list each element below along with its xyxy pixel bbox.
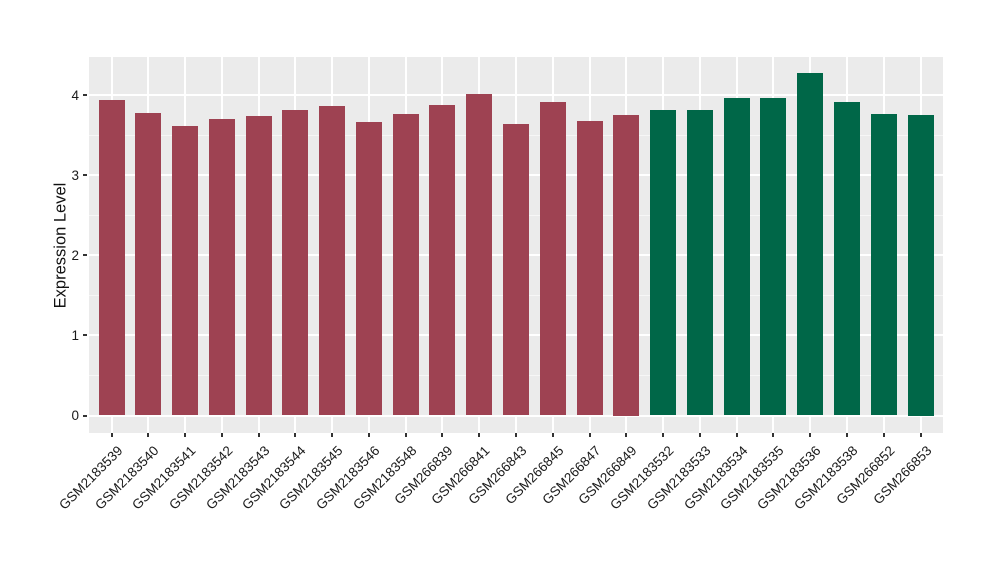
y-tick-mark <box>83 94 87 97</box>
x-tick-mark <box>735 433 738 437</box>
bar-GSM266845 <box>539 101 566 416</box>
plot-panel <box>89 57 943 433</box>
y-axis: 0 1 2 3 4 <box>0 57 89 433</box>
x-tick-mark <box>551 433 554 437</box>
bar-GSM2183546 <box>355 121 382 416</box>
bar-GSM266843 <box>503 123 529 416</box>
x-tick-mark <box>698 433 701 437</box>
x-tick-mark <box>588 433 591 437</box>
x-tick-mark <box>220 433 223 437</box>
x-tick-mark <box>478 433 481 437</box>
y-tick-label: 0 <box>71 408 79 423</box>
x-tick-mark <box>662 433 665 437</box>
bar-GSM266839 <box>429 104 456 416</box>
bar-GSM2183536 <box>797 73 824 416</box>
bar-GSM266852 <box>870 114 897 416</box>
bar-GSM266849 <box>613 115 640 416</box>
x-tick-mark <box>772 433 775 437</box>
y-tick-mark <box>83 174 87 177</box>
bar-GSM266847 <box>576 120 603 416</box>
bar-GSM2183545 <box>319 106 346 416</box>
y-tick-mark <box>83 414 87 417</box>
bar-GSM2183542 <box>208 119 235 416</box>
x-tick-mark <box>515 433 517 437</box>
bar-GSM2183543 <box>245 115 272 416</box>
x-tick-mark <box>147 433 150 437</box>
x-tick-mark <box>441 433 444 437</box>
x-tick-mark <box>809 433 812 437</box>
x-tick-mark <box>257 433 260 437</box>
x-tick-mark <box>184 433 187 437</box>
y-tick-mark <box>83 254 87 257</box>
x-tick-mark <box>331 433 334 437</box>
y-tick-mark <box>83 334 87 337</box>
bar-GSM2183534 <box>723 98 750 416</box>
y-tick-label: 3 <box>71 167 79 183</box>
bar-GSM2183538 <box>833 101 860 416</box>
bar-GSM266841 <box>466 94 493 416</box>
x-tick-mark <box>845 433 848 437</box>
x-axis: GSM2183539 GSM2183540 GSM2183541 GSM2183542… <box>56 433 943 580</box>
y-tick-label: 1 <box>71 327 79 343</box>
x-tick-mark <box>367 433 370 437</box>
bar-GSM2183541 <box>172 126 199 416</box>
bar-GSM2183532 <box>650 109 677 416</box>
x-tick-mark <box>919 433 922 437</box>
bar-GSM266853 <box>907 115 934 416</box>
x-tick-mark <box>625 433 628 437</box>
bar-GSM2183540 <box>135 112 162 416</box>
x-tick-mark <box>404 433 407 437</box>
bar-GSM2183533 <box>686 109 713 416</box>
x-tick-mark <box>294 433 297 437</box>
bar-GSM2183539 <box>98 99 125 416</box>
x-tick-mark <box>882 433 885 437</box>
bar-GSM2183535 <box>760 98 787 416</box>
bar-GSM2183544 <box>282 110 309 416</box>
x-tick-mark <box>110 433 113 437</box>
bar-GSM2183548 <box>392 114 419 416</box>
y-tick-label: 4 <box>71 87 79 103</box>
y-tick-label: 2 <box>71 247 79 263</box>
